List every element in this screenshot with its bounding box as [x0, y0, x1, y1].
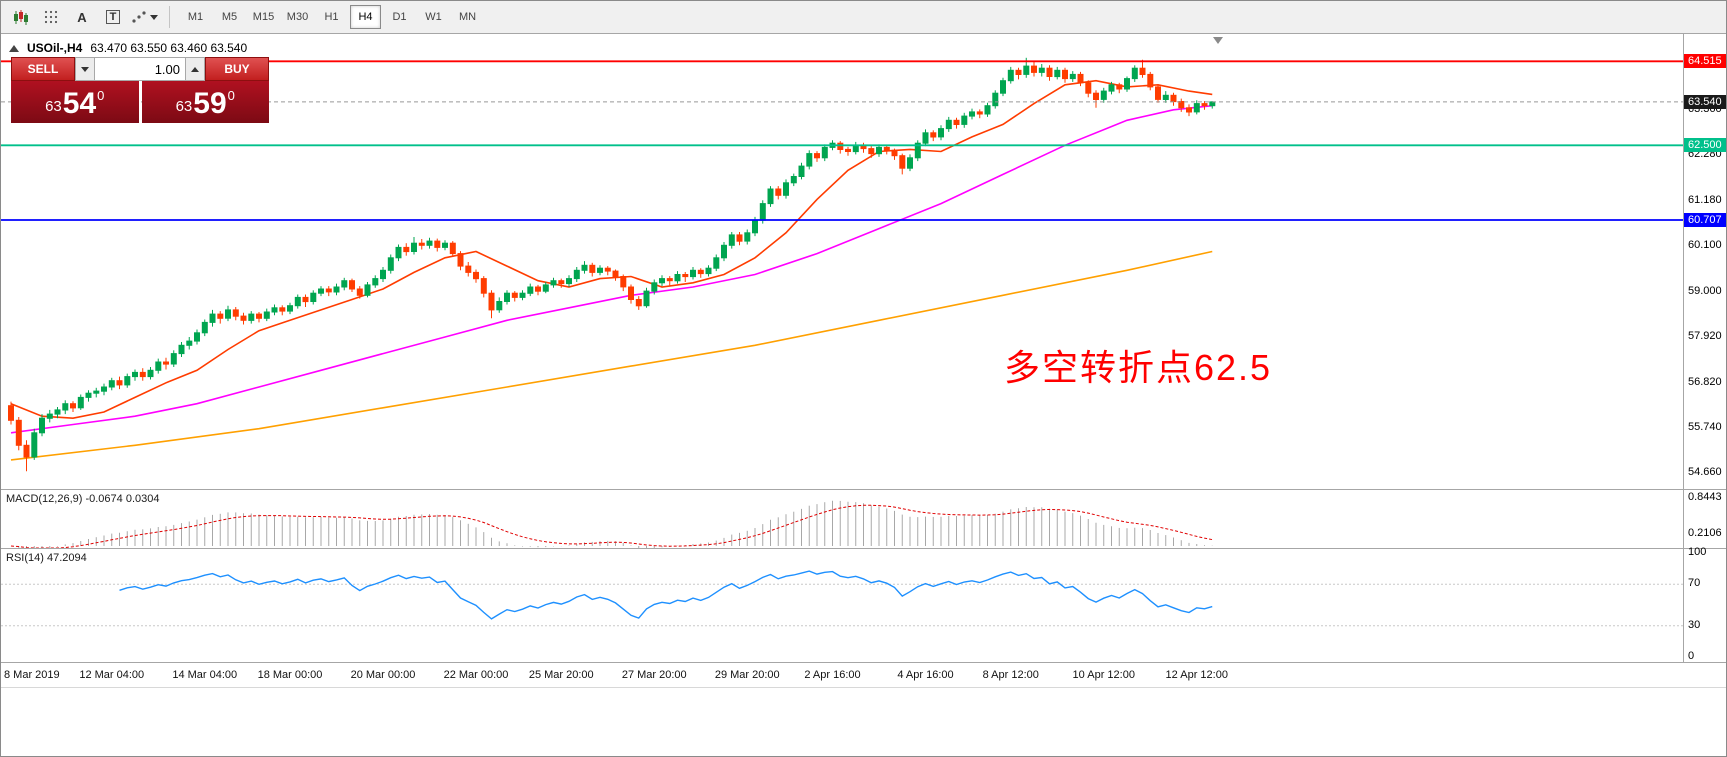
grid-glyph — [44, 10, 58, 24]
x-axis-label: 4 Apr 16:00 — [897, 669, 954, 681]
chart-title: USOil-,H4 63.470 63.550 63.460 63.540 — [9, 41, 247, 55]
price-tick-label: 61.180 — [1688, 194, 1722, 207]
macd-chart[interactable] — [1, 490, 1683, 548]
textbox-icon[interactable]: T — [99, 4, 127, 30]
sell-button[interactable]: SELL — [11, 57, 75, 81]
volume-decrease-icon — [81, 66, 89, 72]
chevron-down-icon — [150, 14, 158, 20]
rsi-panel[interactable]: RSI(14) 47.2094 — [1, 548, 1683, 662]
textbox-glyph: T — [105, 10, 121, 24]
buy-price-display[interactable]: 63 59 0 — [141, 81, 269, 123]
one-click-trading-panel: SELL BUY 63 54 0 63 59 0 — [11, 57, 269, 123]
x-axis-label: 12 Apr 12:00 — [1165, 669, 1228, 681]
x-axis-label: 8 Apr 12:00 — [982, 669, 1039, 681]
x-axis-label: 2 Apr 16:00 — [804, 669, 861, 681]
candlestick-chart[interactable] — [1, 34, 1683, 489]
macd-signal-line — [10, 504, 1213, 548]
x-axis-label: 18 Mar 00:00 — [257, 669, 323, 681]
price-tick-label: 57.920 — [1688, 330, 1722, 343]
macd-axis-label: 0.2106 — [1688, 526, 1722, 539]
rsi-axis-label: 100 — [1688, 546, 1707, 558]
macd-axis-label: 0.8443 — [1688, 490, 1722, 503]
chart-shift-marker-icon[interactable] — [1213, 37, 1223, 44]
x-axis-label: 20 Mar 00:00 — [350, 669, 416, 681]
x-axis-label: 25 Mar 20:00 — [528, 669, 594, 681]
chart-type-icon[interactable] — [6, 4, 34, 30]
rsi-chart[interactable] — [1, 549, 1683, 662]
rsi-axis-label: 70 — [1688, 577, 1701, 590]
volume-decrease-button[interactable] — [75, 57, 95, 81]
sell-price-big: 54 — [62, 87, 97, 120]
ohlc-values: 63.470 63.550 63.460 63.540 — [90, 41, 248, 55]
rsi-axis-label: 0 — [1688, 650, 1695, 662]
timeframe-h1-button[interactable]: H1 — [324, 11, 339, 23]
grid-icon[interactable] — [37, 4, 65, 30]
panel-divider — [1684, 548, 1726, 549]
price-tick-label: 55.740 — [1688, 420, 1722, 433]
price-level-tag: 60.707 — [1684, 212, 1726, 227]
rsi-axis-label: 30 — [1688, 618, 1701, 631]
x-axis-label: 14 Mar 04:00 — [172, 669, 238, 681]
one-click-collapse-icon[interactable] — [9, 44, 19, 52]
price-tick-label: 56.820 — [1688, 375, 1722, 388]
x-axis-label: 8 Mar 2019 — [4, 669, 60, 681]
sell-price-sup: 0 — [97, 88, 105, 103]
toolbar: A T M1 M5 M15 M30 H1 H4 D1 W1 MN — [1, 1, 1726, 34]
price-tick-label: 54.660 — [1688, 465, 1722, 478]
cycles-dropdown-icon[interactable] — [130, 4, 159, 30]
candlestick-glyph — [13, 9, 28, 25]
x-axis-label: 10 Apr 12:00 — [1072, 669, 1135, 681]
rsi-label: RSI(14) 47.2094 — [6, 552, 87, 564]
sell-price-display[interactable]: 63 54 0 — [11, 81, 139, 123]
timeframe-d1-button[interactable]: D1 — [392, 11, 407, 23]
toolbar-separator — [169, 6, 170, 28]
chart-annotation-text[interactable]: 多空转折点62.5 — [1004, 347, 1273, 388]
timeframe-m15-button[interactable]: M15 — [252, 11, 275, 23]
x-axis-label: 12 Mar 04:00 — [79, 669, 145, 681]
volume-increase-icon — [191, 66, 199, 72]
timeframe-w1-button[interactable]: W1 — [425, 11, 442, 23]
timeframe-m1-button[interactable]: M1 — [187, 11, 204, 23]
main-chart-area[interactable]: USOil-,H4 63.470 63.550 63.460 63.540 SE… — [1, 34, 1683, 489]
buy-button[interactable]: BUY — [205, 57, 269, 81]
buy-price-prefix: 63 — [175, 98, 193, 115]
x-axis-label: 22 Mar 00:00 — [443, 669, 509, 681]
current-price-tag: 63.540 — [1684, 94, 1726, 109]
buy-price-big: 59 — [193, 87, 227, 120]
price-scale[interactable]: 63.360 62.280 61.180 60.100 59.000 57.920 56.8… — [1683, 34, 1726, 662]
price-tick-label: 60.100 — [1688, 239, 1722, 252]
timeframe-m30-button[interactable]: M30 — [286, 11, 309, 23]
timeframe-mn-button[interactable]: MN — [458, 11, 477, 23]
macd-label: MACD(12,26,9) -0.0674 0.0304 — [6, 493, 160, 505]
price-level-tag: 64.515 — [1684, 54, 1726, 69]
text-label-icon[interactable]: A — [77, 9, 87, 25]
sell-price-prefix: 63 — [45, 98, 62, 115]
x-axis-label: 29 Mar 20:00 — [714, 669, 780, 681]
price-tick-label: 59.000 — [1688, 285, 1722, 298]
rsi-line — [119, 570, 1213, 620]
cycles-glyph — [132, 11, 146, 23]
time-axis[interactable]: 8 Mar 2019 12 Mar 04:00 14 Mar 04:00 18 Mar… — [1, 662, 1726, 688]
buy-price-sup: 0 — [227, 88, 235, 103]
ma-slow-orange-line — [10, 250, 1213, 461]
macd-panel[interactable]: MACD(12,26,9) -0.0674 0.0304 — [1, 489, 1683, 548]
symbol-label: USOil-,H4 — [27, 41, 83, 55]
timeframe-h4-button[interactable]: H4 — [350, 5, 381, 29]
price-level-tag: 62.500 — [1684, 138, 1726, 153]
volume-input[interactable] — [95, 57, 185, 81]
volume-increase-button[interactable] — [185, 57, 205, 81]
x-axis-label: 27 Mar 20:00 — [621, 669, 687, 681]
timeframe-m5-button[interactable]: M5 — [221, 11, 238, 23]
panel-divider — [1684, 489, 1726, 490]
